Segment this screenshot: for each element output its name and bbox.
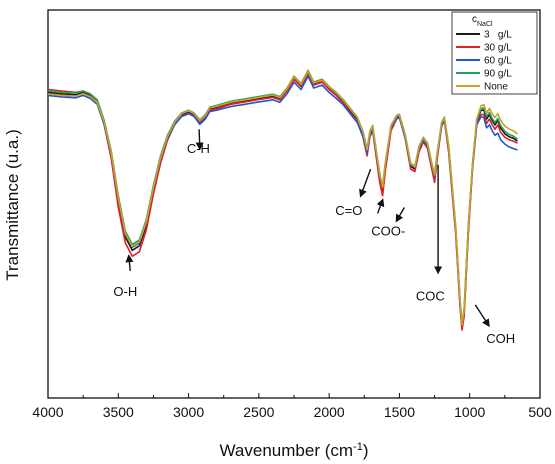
annotation-arrow-2-0 (359, 168, 372, 198)
legend-label-0: 3 g/L (484, 30, 512, 41)
legend-label-2: 60 g/L (484, 56, 512, 67)
legend-title-sub: NaCl (477, 21, 493, 28)
legend: cNaCl 3 g/L 30 g/L 60 g/L 90 g/L None (451, 11, 538, 95)
legend-label-1: 30 g/L (484, 43, 512, 54)
x-tick-label-1: 3500 (103, 404, 134, 420)
x-tick-label-0: 4000 (32, 404, 63, 420)
annotation-arrow-3-1 (395, 207, 405, 223)
legend-label-3: 90 g/L (484, 69, 512, 80)
x-axis-label: Wavenumber (cm-1) (220, 441, 369, 460)
annotation-label-3: COO- (371, 224, 405, 239)
annotation-label-4: COC (416, 288, 445, 303)
legend-box (451, 11, 538, 95)
annotations: O-H C-H C=O COO- COC COH (113, 129, 515, 346)
x-tick-label-6: 1000 (454, 404, 485, 420)
annotation-label-1: C-H (187, 141, 210, 156)
legend-items: 3 g/L 30 g/L 60 g/L 90 g/L None (456, 30, 512, 93)
annotation-arrow-0-0 (125, 254, 134, 271)
annotation-label-2: C=O (335, 203, 362, 218)
x-tick-label-3: 2500 (243, 404, 274, 420)
x-axis-label-main: Wavenumber (cm (220, 441, 354, 460)
x-axis-label-sup: -1 (353, 441, 363, 453)
y-axis-label: Transmittance (u.a.) (3, 129, 22, 280)
x-axis-label-tail: ) (363, 441, 369, 460)
x-tick-label-7: 500 (528, 404, 552, 420)
annotation-arrow-5-0 (474, 304, 490, 328)
x-tick-label-5: 1500 (384, 404, 415, 420)
series-layer (47, 69, 518, 331)
annotation-arrow-1-0 (195, 129, 204, 151)
x-tick-label-4: 2000 (314, 404, 345, 420)
legend-title: cNaCl (472, 14, 493, 28)
annotation-label-5: COH (486, 331, 515, 346)
x-axis: 4000 3500 3000 2500 2000 1500 1000 500 (32, 393, 552, 420)
annotation-label-0: O-H (113, 284, 137, 299)
legend-title-main: c (472, 14, 477, 25)
series-line-4 (47, 70, 518, 326)
legend-label-4: None (484, 82, 508, 93)
annotation-arrow-3-0 (376, 198, 385, 214)
x-tick-label-2: 3000 (173, 404, 204, 420)
